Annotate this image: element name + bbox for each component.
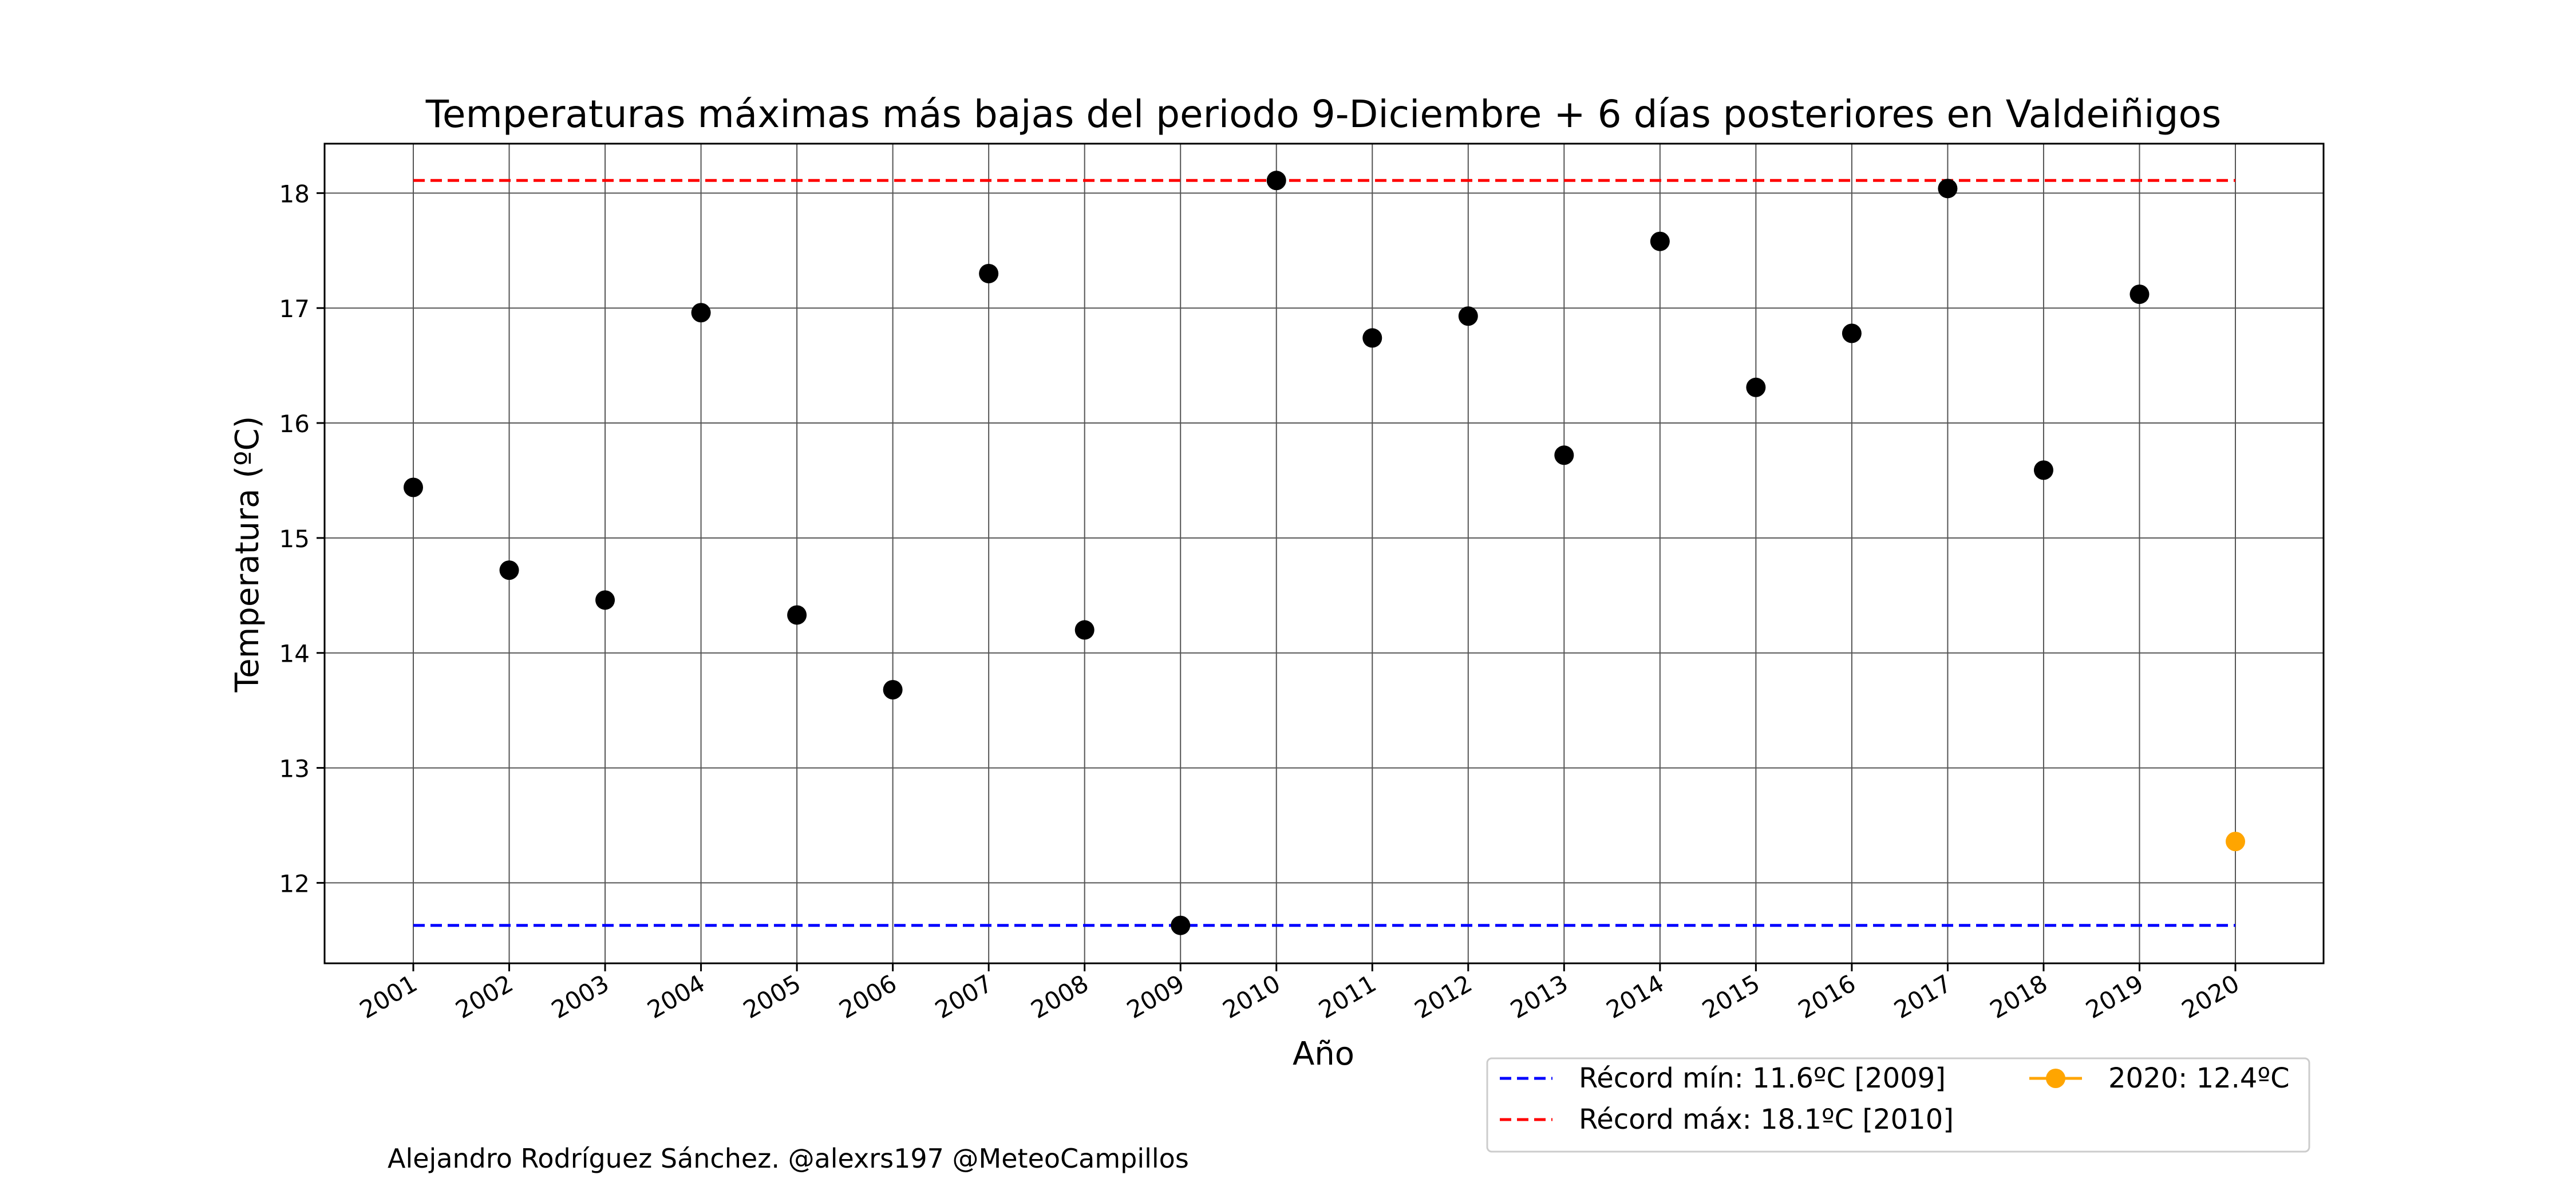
x-tick-label: 2001 xyxy=(355,969,422,1024)
legend-label: Récord mín: 11.6ºC [2009] xyxy=(1579,1062,1946,1094)
x-tick-label: 2005 xyxy=(738,969,805,1024)
x-tick-label: 2003 xyxy=(547,969,614,1024)
reference-lines xyxy=(413,179,2235,927)
author-credit: Alejandro Rodríguez Sánchez. @alexrs197 … xyxy=(388,1143,1189,1174)
x-gridlines xyxy=(413,144,2236,963)
legend-label: Récord máx: 18.1ºC [2010] xyxy=(1579,1104,1954,1136)
x-tick-label: 2020 xyxy=(2177,969,2244,1024)
x-tick-label: 2008 xyxy=(1026,969,1093,1024)
x-tick-label: 2004 xyxy=(643,969,710,1024)
legend: Récord mín: 11.6ºC [2009] Récord máx: 18.… xyxy=(1486,1057,2310,1153)
x-tick-label: 2002 xyxy=(451,969,517,1024)
data-point xyxy=(787,605,807,625)
y-tick-label: 13 xyxy=(279,755,310,783)
x-tick-label: 2006 xyxy=(835,969,902,1024)
data-point xyxy=(404,477,423,497)
legend-box xyxy=(1486,1057,2310,1153)
data-point xyxy=(1266,171,1286,191)
legend-label: 2020: 12.4ºC xyxy=(2108,1062,2290,1094)
data-points xyxy=(404,171,2245,935)
y-tick-label: 16 xyxy=(279,410,310,438)
data-point xyxy=(1458,306,1478,326)
data-point xyxy=(595,590,615,610)
x-axis-label: Año xyxy=(1293,1035,1354,1073)
data-point xyxy=(1842,323,1862,343)
x-tick-label: 2019 xyxy=(2081,969,2148,1024)
y-tick-label: 17 xyxy=(279,295,310,323)
y-axis-ticks: 12 13 14 15 16 17 18 xyxy=(279,180,325,897)
x-tick-label: 2012 xyxy=(1410,969,1477,1024)
x-tick-label: 2014 xyxy=(1602,969,1669,1024)
x-tick-label: 2007 xyxy=(930,969,997,1024)
y-tick-label: 18 xyxy=(279,180,310,208)
y-gridlines xyxy=(325,192,2324,884)
data-point xyxy=(1650,231,1670,251)
data-point xyxy=(1074,620,1095,640)
data-point xyxy=(1746,377,1766,397)
data-point xyxy=(1171,915,1191,935)
y-tick-label: 12 xyxy=(279,869,310,897)
x-tick-label: 2009 xyxy=(1122,969,1189,1024)
data-point xyxy=(499,560,519,580)
data-point xyxy=(979,263,999,283)
axes-frame xyxy=(323,143,2325,964)
legend-swatch-marker xyxy=(2046,1069,2065,1088)
data-point xyxy=(1362,328,1382,348)
x-tick-label: 2016 xyxy=(1793,969,1860,1024)
data-point xyxy=(1938,179,1958,199)
x-tick-label: 2013 xyxy=(1506,969,1573,1024)
y-tick-label: 14 xyxy=(279,640,310,668)
x-tick-label: 2015 xyxy=(1697,969,1764,1024)
data-point xyxy=(1554,445,1574,465)
data-point xyxy=(2129,284,2150,305)
data-point xyxy=(883,679,903,699)
x-tick-label: 2010 xyxy=(1218,969,1285,1024)
y-tick-label: 15 xyxy=(279,525,310,553)
current-year-point xyxy=(2226,832,2245,852)
x-tick-label: 2018 xyxy=(1985,969,2052,1024)
x-tick-label: 2011 xyxy=(1314,969,1381,1024)
x-tick-label: 2017 xyxy=(1889,969,1956,1024)
y-axis-label: Temperatura (ºC) xyxy=(229,416,266,693)
chart-title: Temperaturas máximas más bajas del perio… xyxy=(425,92,2221,136)
data-point xyxy=(2033,460,2053,480)
plot-area xyxy=(323,143,2325,964)
x-axis-ticks: 2001 2002 2003 2004 2005 2006 2007 2008 2009 2010… xyxy=(355,963,2244,1024)
data-point xyxy=(691,303,711,323)
